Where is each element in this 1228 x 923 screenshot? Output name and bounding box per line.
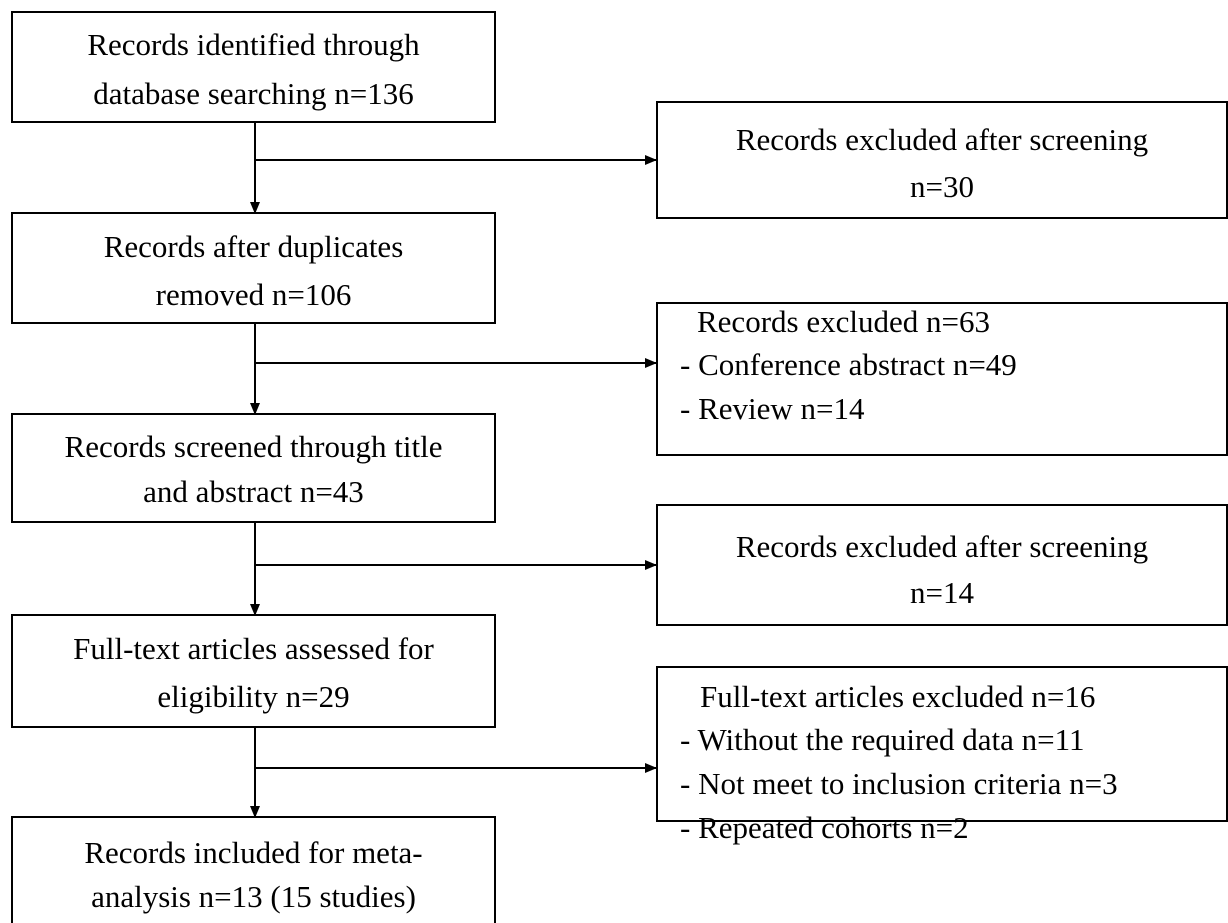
box-text: n=14 [910,575,974,610]
box-text: Full-text articles excluded n=16 [700,679,1095,714]
box-text: - Review n=14 [680,391,865,426]
exclusion-box [656,302,1228,456]
exclusion-box [656,101,1228,219]
process-box [11,816,496,923]
process-box [11,212,496,324]
box-text: - Repeated cohorts n=2 [680,810,969,845]
process-box [11,614,496,728]
box-text: removed n=106 [156,277,352,312]
box-text: Records after duplicates [104,229,404,264]
exclusion-box [656,666,1228,822]
box-text: Records excluded after screening [736,529,1148,564]
box-text: Records identified through [87,27,420,62]
box-text: Records excluded after screening [736,122,1148,157]
box-text: Records screened through title [65,429,443,464]
box-text: Records included for meta- [84,835,422,870]
box-text: - Not meet to inclusion criteria n=3 [680,766,1118,801]
process-box [11,11,496,123]
exclusion-box [656,504,1228,626]
box-text: n=30 [910,169,974,204]
box-text: Full-text articles assessed for [73,631,434,666]
box-text: Records excluded n=63 [697,304,990,339]
box-text: and abstract n=43 [143,474,364,509]
box-text: - Conference abstract n=49 [680,347,1017,382]
box-text: eligibility n=29 [157,679,349,714]
box-text: - Without the required data n=11 [680,722,1084,757]
box-text: database searching n=136 [93,76,413,111]
box-text: analysis n=13 (15 studies) [91,879,416,914]
